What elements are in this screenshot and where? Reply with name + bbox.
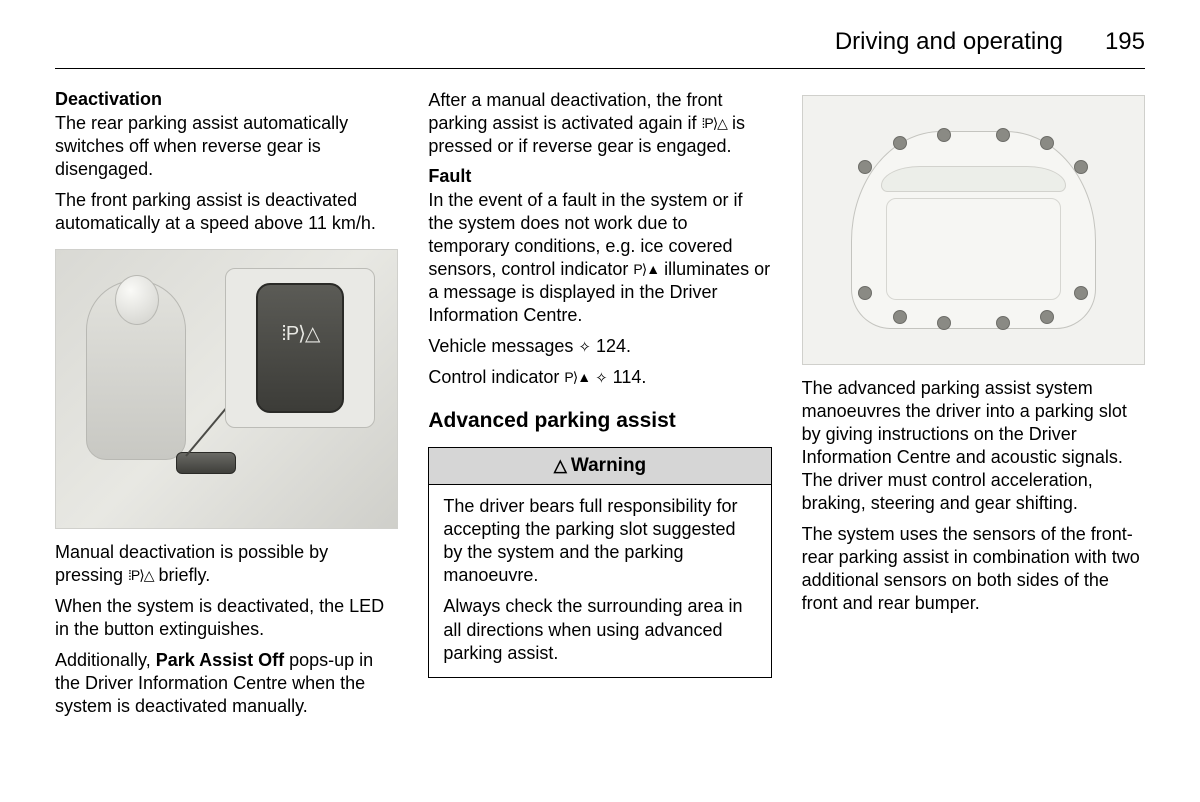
warning-title: Warning [571,455,646,476]
text-fragment: Control indicator [428,367,564,387]
para-apa-sensors: The system uses the sensors of the front… [802,523,1145,615]
sensor-dot-icon [1074,286,1088,300]
heading-advanced-parking-assist: Advanced parking assist [428,409,771,433]
column-1: Deactivation The rear parking assist aut… [55,89,398,726]
park-indicator-glyph-icon: P⟩▲ [564,369,590,387]
warning-triangle-icon: △ [554,456,567,475]
para-fault: In the event of a fault in the system or… [428,189,771,327]
page-number: 195 [1105,28,1145,56]
cross-ref-icon: ✧ [595,369,608,388]
park-assist-button-icon: ⁞P⟩△ [256,283,344,413]
text-fragment: 124. [591,336,631,356]
park-button-glyph-icon: ⁞P⟩△ [701,115,726,133]
sensor-dot-icon [893,136,907,150]
inline-bold: Park Assist Off [156,650,284,670]
para-manual-deactivation: Manual deactivation is possible by press… [55,541,398,587]
sensor-dot-icon [858,286,872,300]
cross-ref-icon: ✧ [578,338,591,357]
heading-deactivation: Deactivation [55,89,398,110]
para-park-assist-off: Additionally, Park Assist Off pops-up in… [55,649,398,718]
text-fragment: After a manual deactivation, the front p… [428,90,722,133]
para-led-extinguish: When the system is deactivated, the LED … [55,595,398,641]
sensor-dot-icon [1040,310,1054,324]
warning-header: △Warning [429,448,770,485]
sensor-dot-icon [1040,136,1054,150]
para-reactivate: After a manual deactivation, the front p… [428,89,771,158]
para-vehicle-messages-ref: Vehicle messages ✧ 124. [428,335,771,358]
sensor-dot-icon [893,310,907,324]
figure-vehicle-sensors [802,95,1145,365]
warning-para-1: The driver bears full responsibility for… [443,495,756,587]
column-2: After a manual deactivation, the front p… [428,89,771,726]
text-fragment: 114. [608,367,647,387]
sensor-dot-icon [1074,160,1088,174]
callout-zoom: ⁞P⟩△ [225,268,375,428]
text-fragment: Additionally, [55,650,156,670]
page-header: Driving and operating 195 [55,28,1145,69]
chapter-title: Driving and operating [835,28,1063,56]
park-button-glyph-icon: ⁞P⟩△ [128,567,153,585]
park-indicator-glyph-icon: P⟩▲ [633,261,659,279]
warning-box: △Warning The driver bears full responsib… [428,447,771,677]
warning-body: The driver bears full responsibility for… [429,485,770,676]
para-deactivation-2: The front parking assist is deactivated … [55,189,398,235]
para-apa-description: The advanced parking assist system manoe… [802,377,1145,515]
warning-para-2: Always check the surrounding area in all… [443,595,756,664]
park-assist-glyph-icon: ⁞P⟩△ [281,321,319,346]
shifter-knob-icon [115,275,159,325]
text-fragment: Vehicle messages [428,336,578,356]
sensor-dot-icon [996,316,1010,330]
gear-shifter-icon [86,280,186,460]
heading-fault: Fault [428,166,771,187]
para-deactivation-1: The rear parking assist automatically sw… [55,112,398,181]
sensor-dots-container [851,131,1096,329]
figure-console-button: ⁞P⟩△ [55,249,398,529]
sensor-dot-icon [937,128,951,142]
sensor-dot-icon [858,160,872,174]
column-3: The advanced parking assist system manoe… [802,89,1145,726]
sensor-dot-icon [996,128,1010,142]
manual-page: Driving and operating 195 Deactivation T… [0,0,1200,802]
content-columns: Deactivation The rear parking assist aut… [55,89,1145,726]
sensor-dot-icon [937,316,951,330]
para-control-indicator-ref: Control indicator P⟩▲ ✧ 114. [428,366,771,389]
text-fragment: briefly. [154,565,211,585]
